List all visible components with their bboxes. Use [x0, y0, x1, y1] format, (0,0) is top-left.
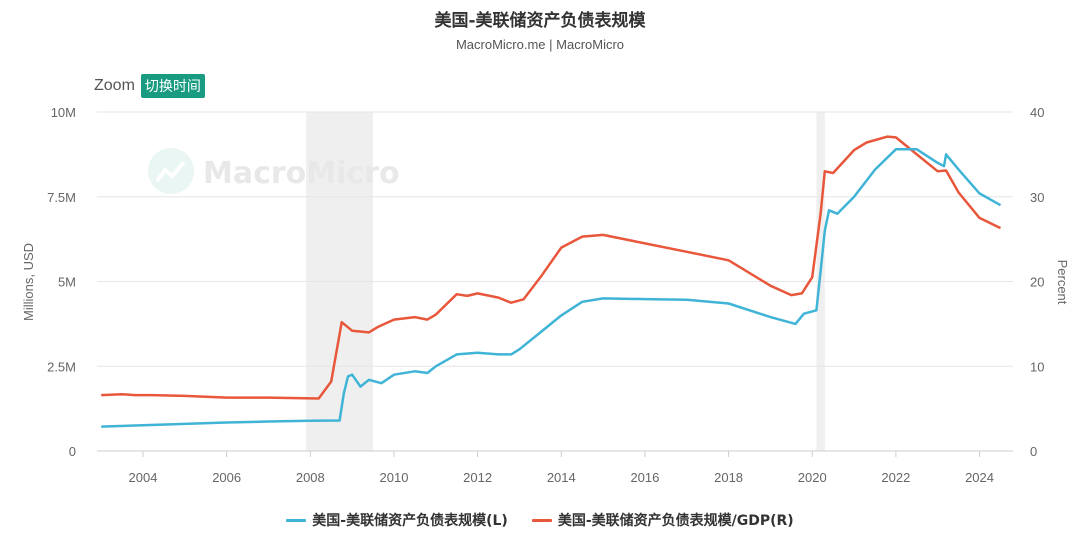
- y-right-tick-label: 30: [1030, 190, 1044, 205]
- y-right-tick-label: 40: [1030, 105, 1044, 120]
- chart-subtitle: MacroMicro.me | MacroMicro: [455, 37, 625, 52]
- x-tick-label: 2016: [630, 470, 659, 485]
- x-tick-label: 2004: [129, 470, 158, 485]
- y-left-tick-label: 2.5M: [47, 359, 76, 374]
- y-axis-right-title: Percent: [1055, 260, 1070, 305]
- legend-item-balance-sheet[interactable]: 美国-美联储资产负债表规模(L): [286, 510, 508, 530]
- y-axis-left-title: Millions, USD: [21, 243, 36, 321]
- macromicro-logo-icon: [148, 148, 194, 194]
- legend-swatch-red: [531, 518, 552, 522]
- y-right-tick-label: 20: [1030, 275, 1044, 290]
- grid-lines: [97, 111, 1013, 452]
- x-tick-label: 2006: [212, 470, 241, 485]
- x-tick-label: 2014: [547, 470, 576, 485]
- y-left-tick-label: 5M: [58, 275, 76, 290]
- chart-area: MacroMicro 2004 2006 2008 2010 2012 2014 2016 2…: [21, 105, 1070, 485]
- y-right-tick-label: 10: [1030, 359, 1044, 374]
- y-axis-right: 0 10 20 30 40: [1030, 105, 1044, 459]
- y-left-tick-label: 7.5M: [47, 190, 76, 205]
- watermark: MacroMicro: [148, 148, 400, 194]
- x-tick-label: 2020: [798, 470, 827, 485]
- x-tick-label: 2010: [380, 470, 409, 485]
- x-tick-label: 2018: [714, 470, 743, 485]
- legend-item-balance-to-gdp[interactable]: 美国-美联储资产负债表规模/GDP(R): [531, 510, 794, 530]
- x-tick-label: 2022: [881, 470, 910, 485]
- x-tick-label: 2024: [965, 470, 994, 485]
- legend-label-balance-to-gdp: 美国-美联储资产负债表规模/GDP(R): [557, 513, 794, 529]
- zoom-label: Zoom: [94, 77, 135, 94]
- x-tick-label: 2008: [296, 470, 325, 485]
- legend-swatch-blue: [286, 518, 307, 522]
- series-balance-sheet-line: [101, 148, 1002, 428]
- y-axis-left: 0 2.5M 5M 7.5M 10M: [47, 105, 76, 459]
- zoom-control: Zoom 切换时间: [94, 74, 205, 98]
- legend-label-balance-sheet: 美国-美联储资产负债表规模(L): [312, 513, 508, 529]
- y-left-tick-label: 0: [69, 444, 76, 459]
- switch-time-button[interactable]: 切换时间: [140, 74, 205, 98]
- y-left-tick-label: 10M: [51, 105, 76, 120]
- x-axis: 2004 2006 2008 2010 2012 2014 2016 2018 2020 2022…: [129, 451, 994, 485]
- chart-title: 美国-美联储资产负债表规模: [434, 11, 646, 31]
- legend: 美国-美联储资产负债表规模(L) 美国-美联储资产负债表规模/GDP(R): [0, 510, 1080, 530]
- series-balance-to-gdp-line: [101, 135, 1002, 400]
- y-right-tick-label: 0: [1030, 444, 1037, 459]
- x-tick-label: 2012: [463, 470, 492, 485]
- watermark-text: MacroMicro: [203, 156, 400, 191]
- logo-chart-icon: [155, 160, 186, 183]
